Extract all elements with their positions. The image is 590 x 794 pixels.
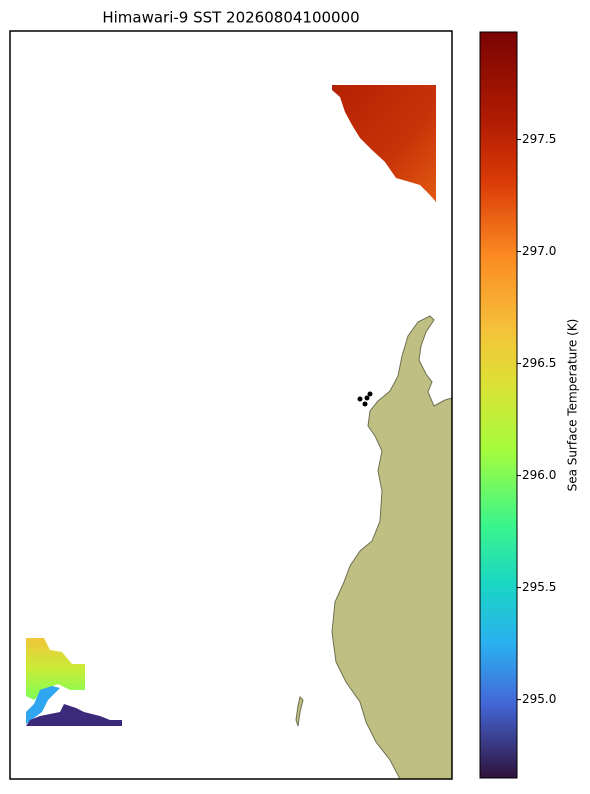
colorbar-tick-label: 295.5	[522, 580, 556, 594]
station-point	[357, 396, 363, 402]
island	[295, 696, 304, 727]
station-point	[367, 391, 373, 397]
map-area	[9, 30, 453, 780]
land	[331, 315, 453, 780]
colorbar	[479, 31, 518, 779]
station-point	[364, 395, 370, 401]
colorbar-ramp	[479, 31, 518, 779]
sst-patch	[26, 638, 85, 700]
sst-patch	[26, 704, 122, 726]
colorbar-label: Sea Surface Temperature (K)	[566, 319, 580, 492]
station-point	[362, 401, 368, 407]
colorbar-tick-label: 296.5	[522, 356, 556, 370]
colorbar-tick-label: 296.0	[522, 468, 556, 482]
map-frame	[9, 30, 453, 780]
colorbar-tick-label: 297.0	[522, 244, 556, 258]
sst-patch	[332, 85, 436, 202]
colorbar-tick-label: 295.0	[522, 692, 556, 706]
colorbar-tick-label: 297.5	[522, 132, 556, 146]
sst-patch	[26, 686, 60, 724]
map-title: Himawari-9 SST 20260804100000	[102, 9, 359, 27]
